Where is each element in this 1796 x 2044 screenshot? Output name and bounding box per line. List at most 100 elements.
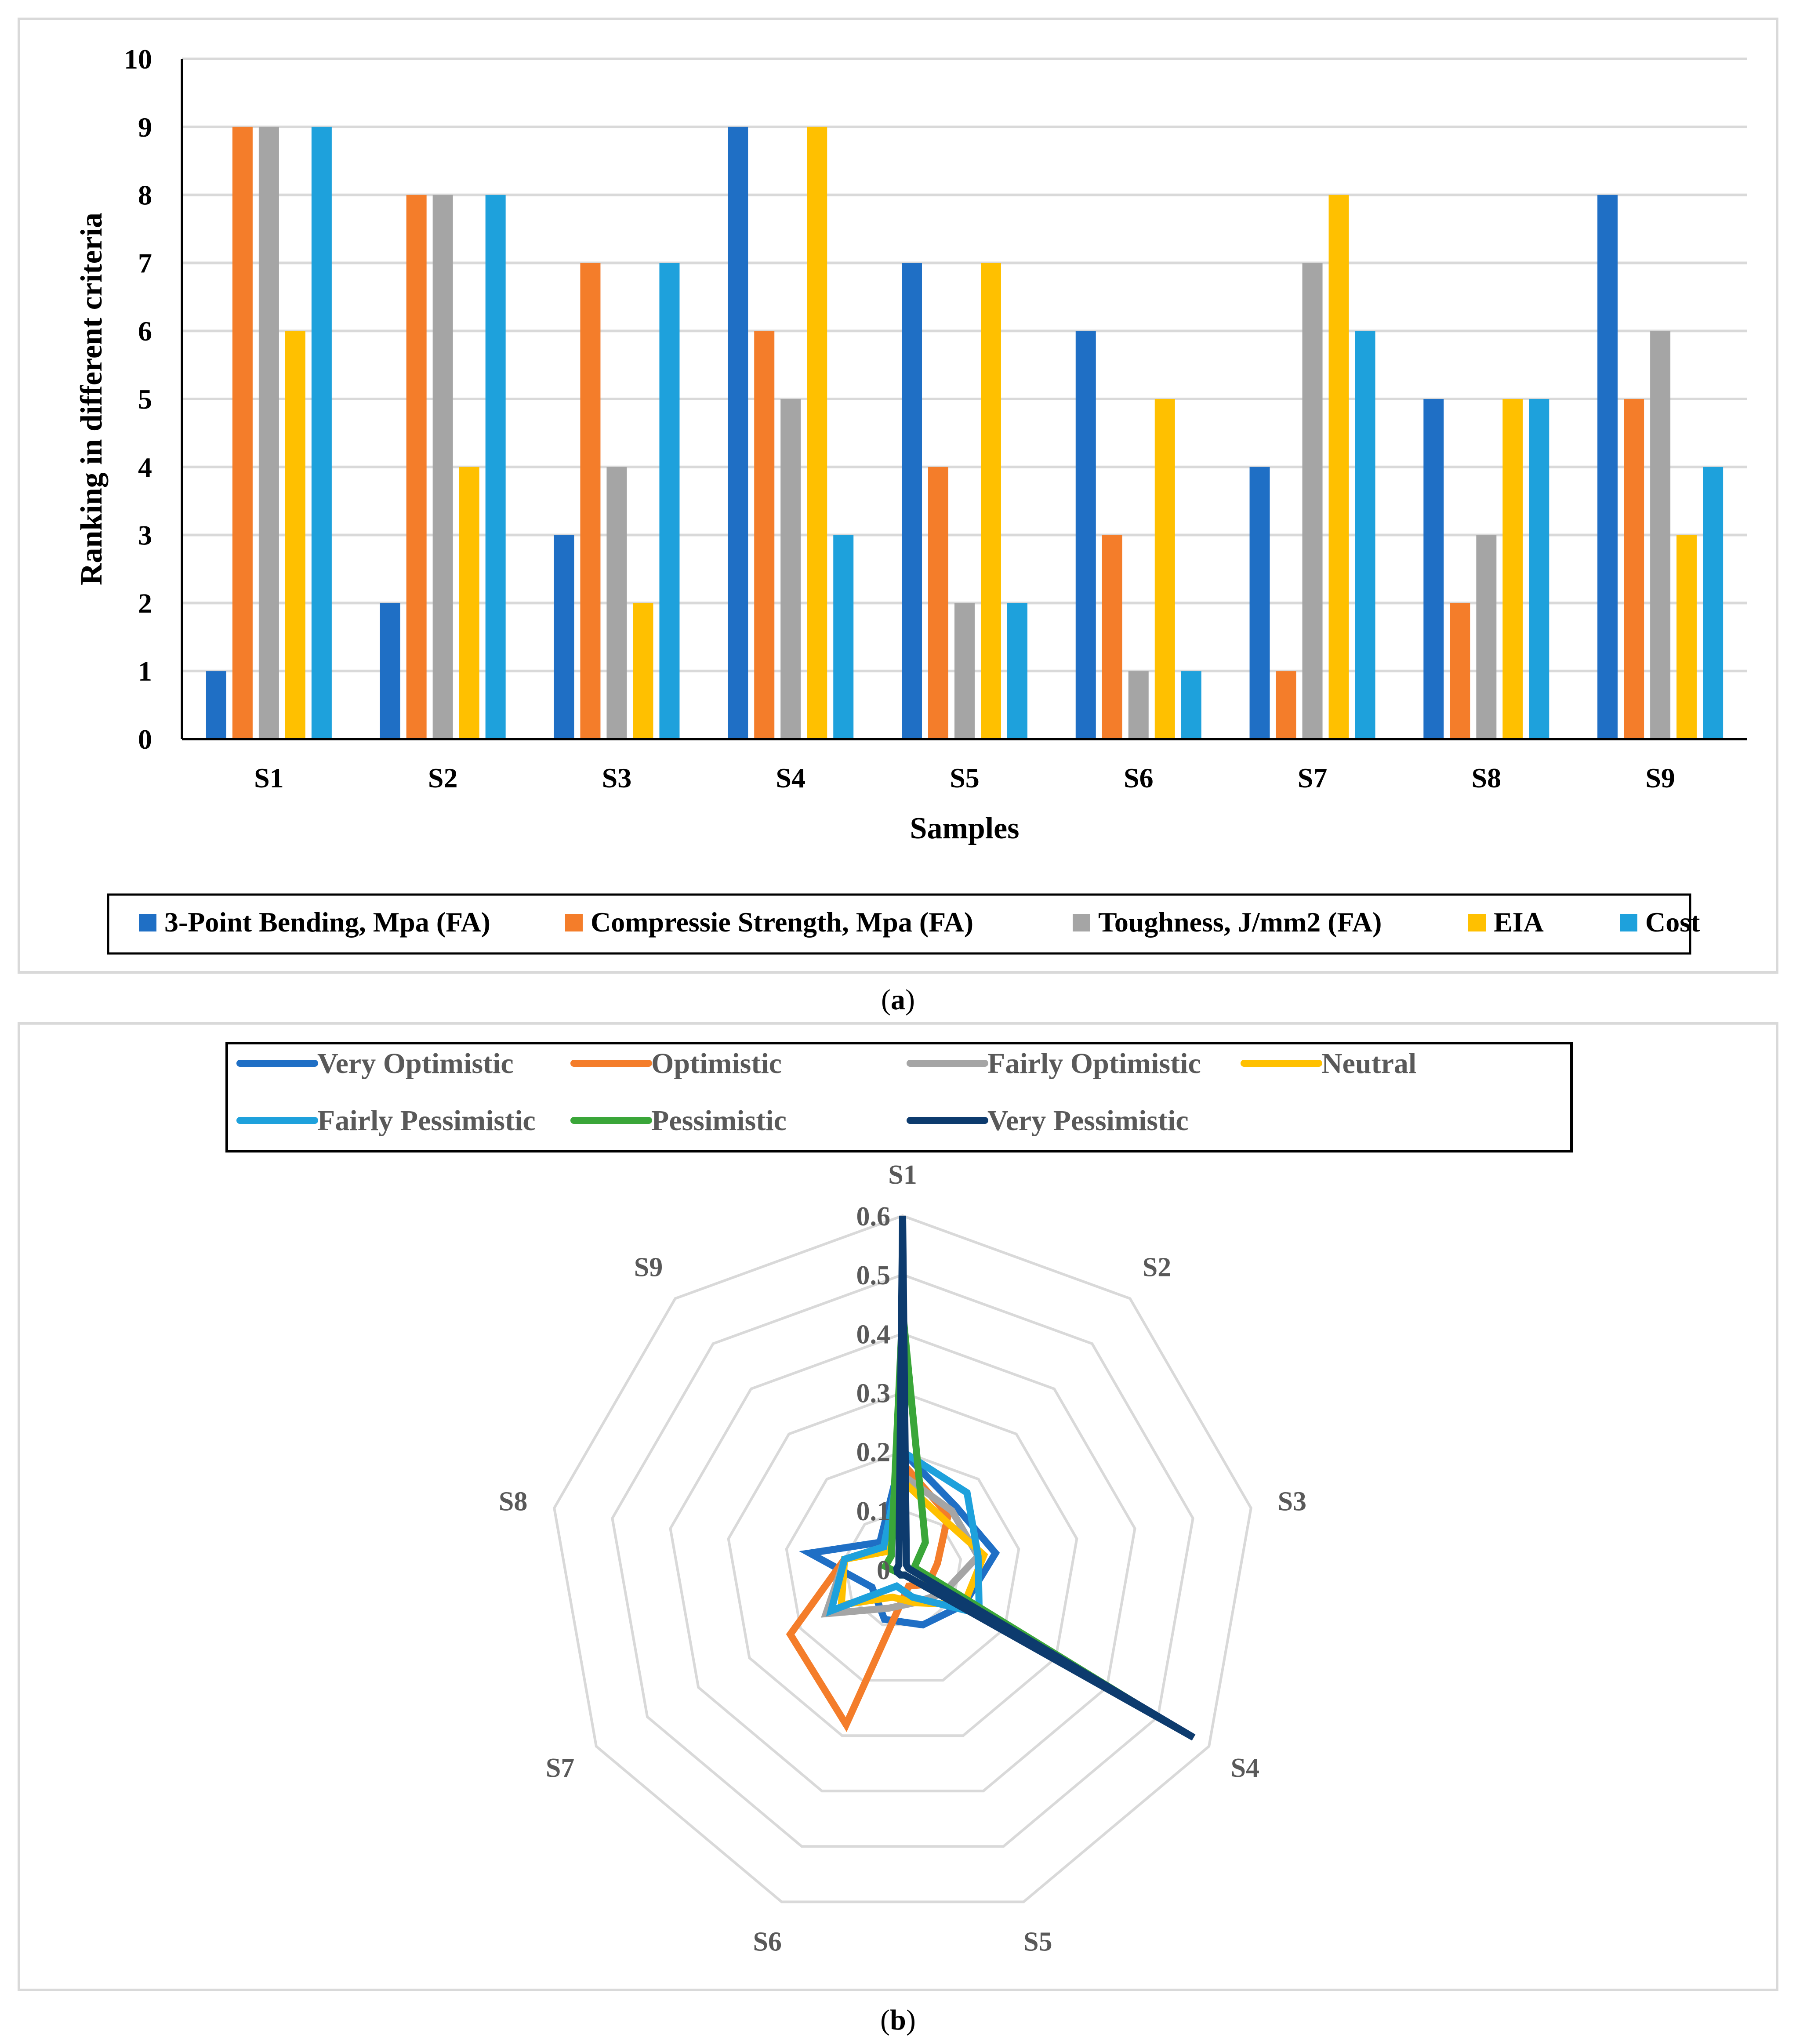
- category-label: S1: [888, 1160, 917, 1190]
- bar-S9-1: [1597, 195, 1618, 739]
- y-tick-label: 0: [138, 724, 152, 755]
- r-tick-label: 0.6: [856, 1202, 891, 1232]
- legend-label: Compressie Strength, Mpa (FA): [591, 906, 973, 938]
- series-pessimistic: [880, 1309, 1160, 1720]
- x-tick-label: S6: [1124, 762, 1154, 794]
- bar-S4-4: [807, 127, 827, 739]
- bar-S3-4: [633, 603, 653, 739]
- radar-gridline: [553, 1214, 1252, 1903]
- bar-S2-4: [459, 467, 479, 739]
- y-tick-label: 7: [138, 247, 152, 279]
- x-tick-label: S2: [428, 762, 458, 794]
- y-tick-label: 3: [138, 520, 152, 551]
- radar-gridline: [611, 1273, 1194, 1848]
- series-very-pessimistic: [893, 1215, 1196, 1741]
- y-tick-label: 10: [124, 43, 152, 75]
- bar-S3-3: [606, 467, 627, 739]
- category-label: S8: [499, 1487, 527, 1517]
- legend-label: Neutral: [1321, 1047, 1416, 1080]
- category-label: S9: [634, 1253, 663, 1283]
- radar-chart: Very Optimistic Optimistic Fairly Optimist…: [225, 1042, 1573, 1957]
- r-tick-label: 0: [877, 1555, 890, 1585]
- bar-S3-2: [580, 263, 601, 739]
- caption-b: (b): [880, 2004, 916, 2036]
- bar-S8-3: [1476, 535, 1497, 739]
- legend-label: 3-Point Bending, Mpa (FA): [164, 906, 490, 938]
- r-tick-label: 0.3: [856, 1379, 891, 1409]
- bar-S5-2: [928, 467, 948, 739]
- legend-box: [107, 893, 1691, 955]
- legend-label: EIA: [1494, 906, 1544, 938]
- legend-label: Toughness, J/mm2 (FA): [1098, 906, 1382, 938]
- bar-S1-1: [206, 671, 226, 739]
- category-label: S4: [1231, 1753, 1259, 1783]
- bar-S1-5: [311, 127, 332, 739]
- y-tick-label: 8: [138, 180, 152, 211]
- x-axis-title: Samples: [910, 812, 1020, 845]
- bar-S4-5: [833, 535, 854, 739]
- r-tick-label: 0.5: [856, 1261, 891, 1290]
- bar-S7-4: [1328, 195, 1349, 739]
- legend-swatch: [1073, 914, 1090, 931]
- bar-S3-1: [554, 535, 574, 739]
- r-tick-label: 0.4: [856, 1319, 891, 1349]
- bar-S6-1: [1075, 331, 1096, 739]
- bar-S6-2: [1102, 535, 1122, 739]
- bar-S4-3: [780, 399, 801, 739]
- x-tick-label: S7: [1298, 762, 1328, 794]
- category-label: S3: [1278, 1487, 1306, 1517]
- r-tick-label: 0.1: [856, 1497, 891, 1526]
- legend-box: [225, 1042, 1573, 1152]
- x-tick-label: S4: [776, 762, 805, 794]
- bar-S7-1: [1249, 467, 1270, 739]
- y-tick-label: 2: [138, 587, 152, 619]
- caption-a: (a): [881, 984, 915, 1016]
- bar-S1-3: [258, 127, 279, 739]
- bar-S5-3: [954, 603, 975, 739]
- bar-S7-5: [1355, 331, 1375, 739]
- legend-label: Very Pessimistic: [987, 1105, 1189, 1137]
- bar-S5-5: [1007, 603, 1027, 739]
- bar-S1-4: [285, 331, 305, 739]
- bar-S7-2: [1276, 671, 1296, 739]
- bar-S8-5: [1529, 399, 1549, 739]
- bar-S4-2: [754, 331, 775, 739]
- legend-swatch: [1620, 914, 1637, 931]
- series-fairly-pessimistic: [826, 1446, 983, 1618]
- bar-S8-4: [1502, 399, 1523, 739]
- caption-a-letter: a: [891, 984, 905, 1016]
- legend-label: Fairly Pessimistic: [317, 1105, 536, 1137]
- bar-S2-1: [380, 603, 400, 739]
- x-tick-label: S9: [1645, 762, 1675, 794]
- y-tick-label: 4: [138, 452, 152, 483]
- y-tick-label: 6: [138, 315, 152, 347]
- radar-gridline: [669, 1332, 1136, 1793]
- bar-S2-2: [406, 195, 427, 739]
- x-tick-label: S5: [950, 762, 980, 794]
- bar-chart: 0 1 2 3 4 5 6 7 8 9 10 S1 S2 S3 S4 S5 S6 S7 S8 S9 Samples Ran…: [75, 43, 1747, 955]
- bar-S8-2: [1450, 603, 1470, 739]
- bar-S9-4: [1676, 535, 1697, 739]
- bar-S6-5: [1181, 671, 1201, 739]
- legend-swatch: [565, 914, 583, 931]
- bar-S8-1: [1423, 399, 1444, 739]
- category-label: S2: [1143, 1253, 1171, 1283]
- bar-S9-5: [1703, 467, 1723, 739]
- y-tick-label: 5: [138, 384, 152, 415]
- category-label: S6: [753, 1927, 781, 1957]
- radar-gridline: [727, 1391, 1078, 1737]
- bar-S7-3: [1302, 263, 1323, 739]
- legend-label: Optimistic: [651, 1047, 782, 1080]
- x-tick-label: S8: [1472, 762, 1502, 794]
- y-tick-label: 1: [138, 656, 152, 687]
- y-axis-title: Ranking in different criteria: [75, 213, 109, 585]
- chart-panel-b: Very Optimistic Optimistic Fairly Optimist…: [18, 1022, 1778, 1991]
- bar-S9-3: [1650, 331, 1671, 739]
- caption-b-letter: b: [890, 2004, 906, 2036]
- r-tick-label: 0.2: [856, 1438, 891, 1468]
- legend-label: Fairly Optimistic: [987, 1047, 1201, 1080]
- bar-S6-4: [1154, 399, 1175, 739]
- bar-S1-2: [232, 127, 253, 739]
- legend-swatch: [139, 914, 156, 931]
- legend-label: Very Optimistic: [317, 1047, 514, 1080]
